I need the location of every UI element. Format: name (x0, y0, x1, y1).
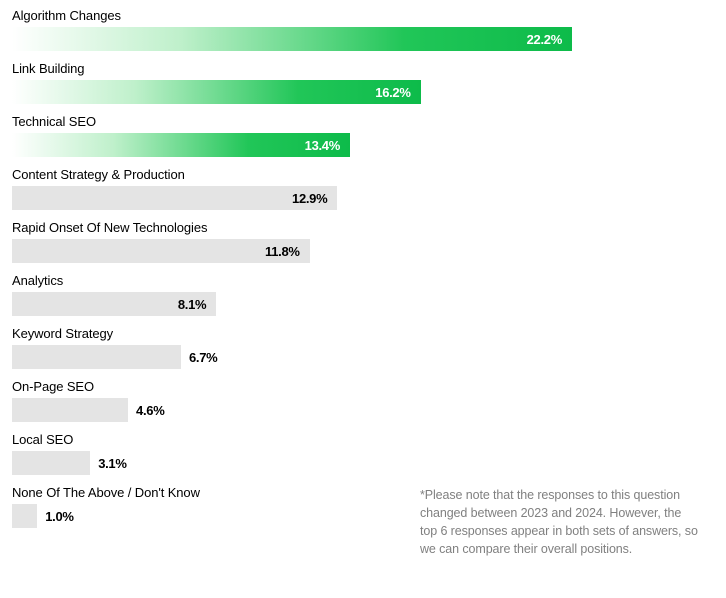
chart-row: Technical SEO 13.4% (12, 114, 572, 157)
row-label: Keyword Strategy (12, 326, 572, 341)
bar-wrap: 22.2% (12, 27, 572, 51)
bar-wrap: 4.6% (12, 398, 572, 422)
bar: 16.2% (12, 80, 421, 104)
bar (12, 504, 37, 528)
chart-row: Local SEO 3.1% (12, 432, 572, 475)
row-label: Analytics (12, 273, 572, 288)
bar: 13.4% (12, 133, 350, 157)
chart-row: Analytics 8.1% (12, 273, 572, 316)
bar-wrap: 13.4% (12, 133, 572, 157)
row-label: Local SEO (12, 432, 572, 447)
chart-row: Algorithm Changes 22.2% (12, 8, 572, 51)
bar-value: 22.2% (527, 32, 562, 47)
row-label: On-Page SEO (12, 379, 572, 394)
bar-wrap: 12.9% (12, 186, 572, 210)
chart-row: Rapid Onset Of New Technologies 11.8% (12, 220, 572, 263)
bar-wrap: 3.1% (12, 451, 572, 475)
bar (12, 345, 181, 369)
bar-value: 11.8% (265, 244, 300, 259)
row-label: Link Building (12, 61, 572, 76)
bar: 8.1% (12, 292, 216, 316)
bar-value: 6.7% (181, 345, 217, 369)
bar-value: 12.9% (292, 191, 327, 206)
bar-value: 13.4% (305, 138, 340, 153)
row-label: Technical SEO (12, 114, 572, 129)
bar-value: 3.1% (90, 451, 126, 475)
chart-row: Link Building 16.2% (12, 61, 572, 104)
row-label: Algorithm Changes (12, 8, 572, 23)
bar (12, 451, 90, 475)
row-label: Content Strategy & Production (12, 167, 572, 182)
bar: 12.9% (12, 186, 337, 210)
bar-value: 1.0% (37, 504, 73, 528)
bar: 22.2% (12, 27, 572, 51)
chart-row: Content Strategy & Production 12.9% (12, 167, 572, 210)
bar-value: 16.2% (375, 85, 410, 100)
bar-value: 8.1% (178, 297, 206, 312)
chart-row: On-Page SEO 4.6% (12, 379, 572, 422)
bar-chart: Algorithm Changes 22.2% Link Building 16.2%… (12, 8, 572, 528)
bar-value: 4.6% (128, 398, 164, 422)
bar-wrap: 11.8% (12, 239, 572, 263)
row-label: Rapid Onset Of New Technologies (12, 220, 572, 235)
chart-row: Keyword Strategy 6.7% (12, 326, 572, 369)
bar (12, 398, 128, 422)
bar-wrap: 16.2% (12, 80, 572, 104)
footnote-text: *Please note that the responses to this … (420, 486, 700, 559)
bar-wrap: 8.1% (12, 292, 572, 316)
bar: 11.8% (12, 239, 310, 263)
bar-wrap: 6.7% (12, 345, 572, 369)
